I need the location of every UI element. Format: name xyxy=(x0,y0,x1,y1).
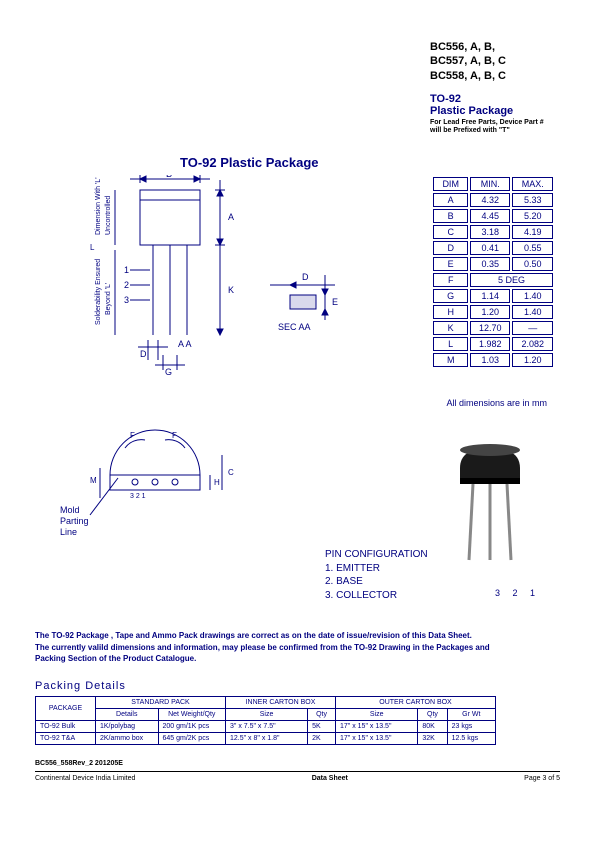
dimension-table: DIM MIN. MAX. A4.325.33 B4.455.20 C3.184… xyxy=(431,175,555,369)
footer-page: Page 3 of 5 xyxy=(524,775,560,782)
part-line: BC558, A, B, C xyxy=(430,69,555,83)
mold-parting-label: MoldPartingLine xyxy=(60,505,89,537)
svg-text:L: L xyxy=(90,243,95,252)
package-diagram-main: B A K D E D G A A SEC AA 1 2 3 Dimension… xyxy=(60,175,350,375)
packing-title: Packing Details xyxy=(35,680,126,692)
main-title: TO-92 Plastic Package xyxy=(180,155,319,170)
footer-rev: BC556_558Rev_2 201205E xyxy=(35,760,560,767)
svg-text:Uncontrolled: Uncontrolled xyxy=(105,196,112,235)
package-note: For Lead Free Parts, Device Part # will … xyxy=(430,119,555,136)
footer-company: Continental Device India Limited xyxy=(35,775,135,782)
svg-text:K: K xyxy=(228,285,234,295)
svg-text:SEC AA: SEC AA xyxy=(278,322,311,332)
transistor-illustration xyxy=(445,440,535,570)
pin-numbers: 3 2 1 xyxy=(495,588,540,598)
svg-text:3 2 1: 3 2 1 xyxy=(130,493,146,500)
svg-text:F: F xyxy=(130,431,135,440)
header-part-info: BC556, A, B, BC557, A, B, C BC558, A, B,… xyxy=(430,40,555,136)
footer-title: Data Sheet xyxy=(312,775,348,782)
pin-configuration: PIN CONFIGURATION 1. EMITTER 2. BASE 3. … xyxy=(325,548,428,602)
packing-table: PACKAGE STANDARD PACK INNER CARTON BOX O… xyxy=(35,696,496,745)
svg-text:F: F xyxy=(172,431,177,440)
dim-header: DIM xyxy=(433,177,468,191)
svg-text:2: 2 xyxy=(124,280,129,290)
svg-text:C: C xyxy=(228,468,234,477)
dim-header: MAX. xyxy=(512,177,553,191)
svg-text:Beyond 'L': Beyond 'L' xyxy=(105,283,112,315)
svg-text:3: 3 xyxy=(124,295,129,305)
part-line: BC556, A, B, xyxy=(430,40,555,54)
notes-text: The TO-92 Package , Tape and Ammo Pack d… xyxy=(35,630,560,665)
dim-header: MIN. xyxy=(470,177,511,191)
svg-text:Solderability Ensured: Solderability Ensured xyxy=(95,259,102,325)
svg-text:D: D xyxy=(302,272,309,282)
svg-text:D: D xyxy=(140,349,147,359)
page-footer: BC556_558Rev_2 201205E Continental Devic… xyxy=(35,760,560,782)
svg-text:M: M xyxy=(90,476,97,485)
svg-text:B: B xyxy=(166,175,172,179)
svg-text:E: E xyxy=(332,297,338,307)
svg-text:Dimension With 'L': Dimension With 'L' xyxy=(95,177,102,235)
svg-text:G: G xyxy=(165,367,172,375)
package-diagram-bottom: F F M H C 3 2 1 xyxy=(70,420,250,540)
svg-text:A: A xyxy=(228,212,234,222)
part-line: BC557, A, B, C xyxy=(430,54,555,68)
package-code: TO-92 xyxy=(430,93,555,105)
svg-text:A A: A A xyxy=(178,339,192,349)
svg-text:H: H xyxy=(214,478,220,487)
svg-text:1: 1 xyxy=(124,265,129,275)
package-name: Plastic Package xyxy=(430,105,555,117)
dim-caption: All dimensions are in mm xyxy=(446,398,547,408)
